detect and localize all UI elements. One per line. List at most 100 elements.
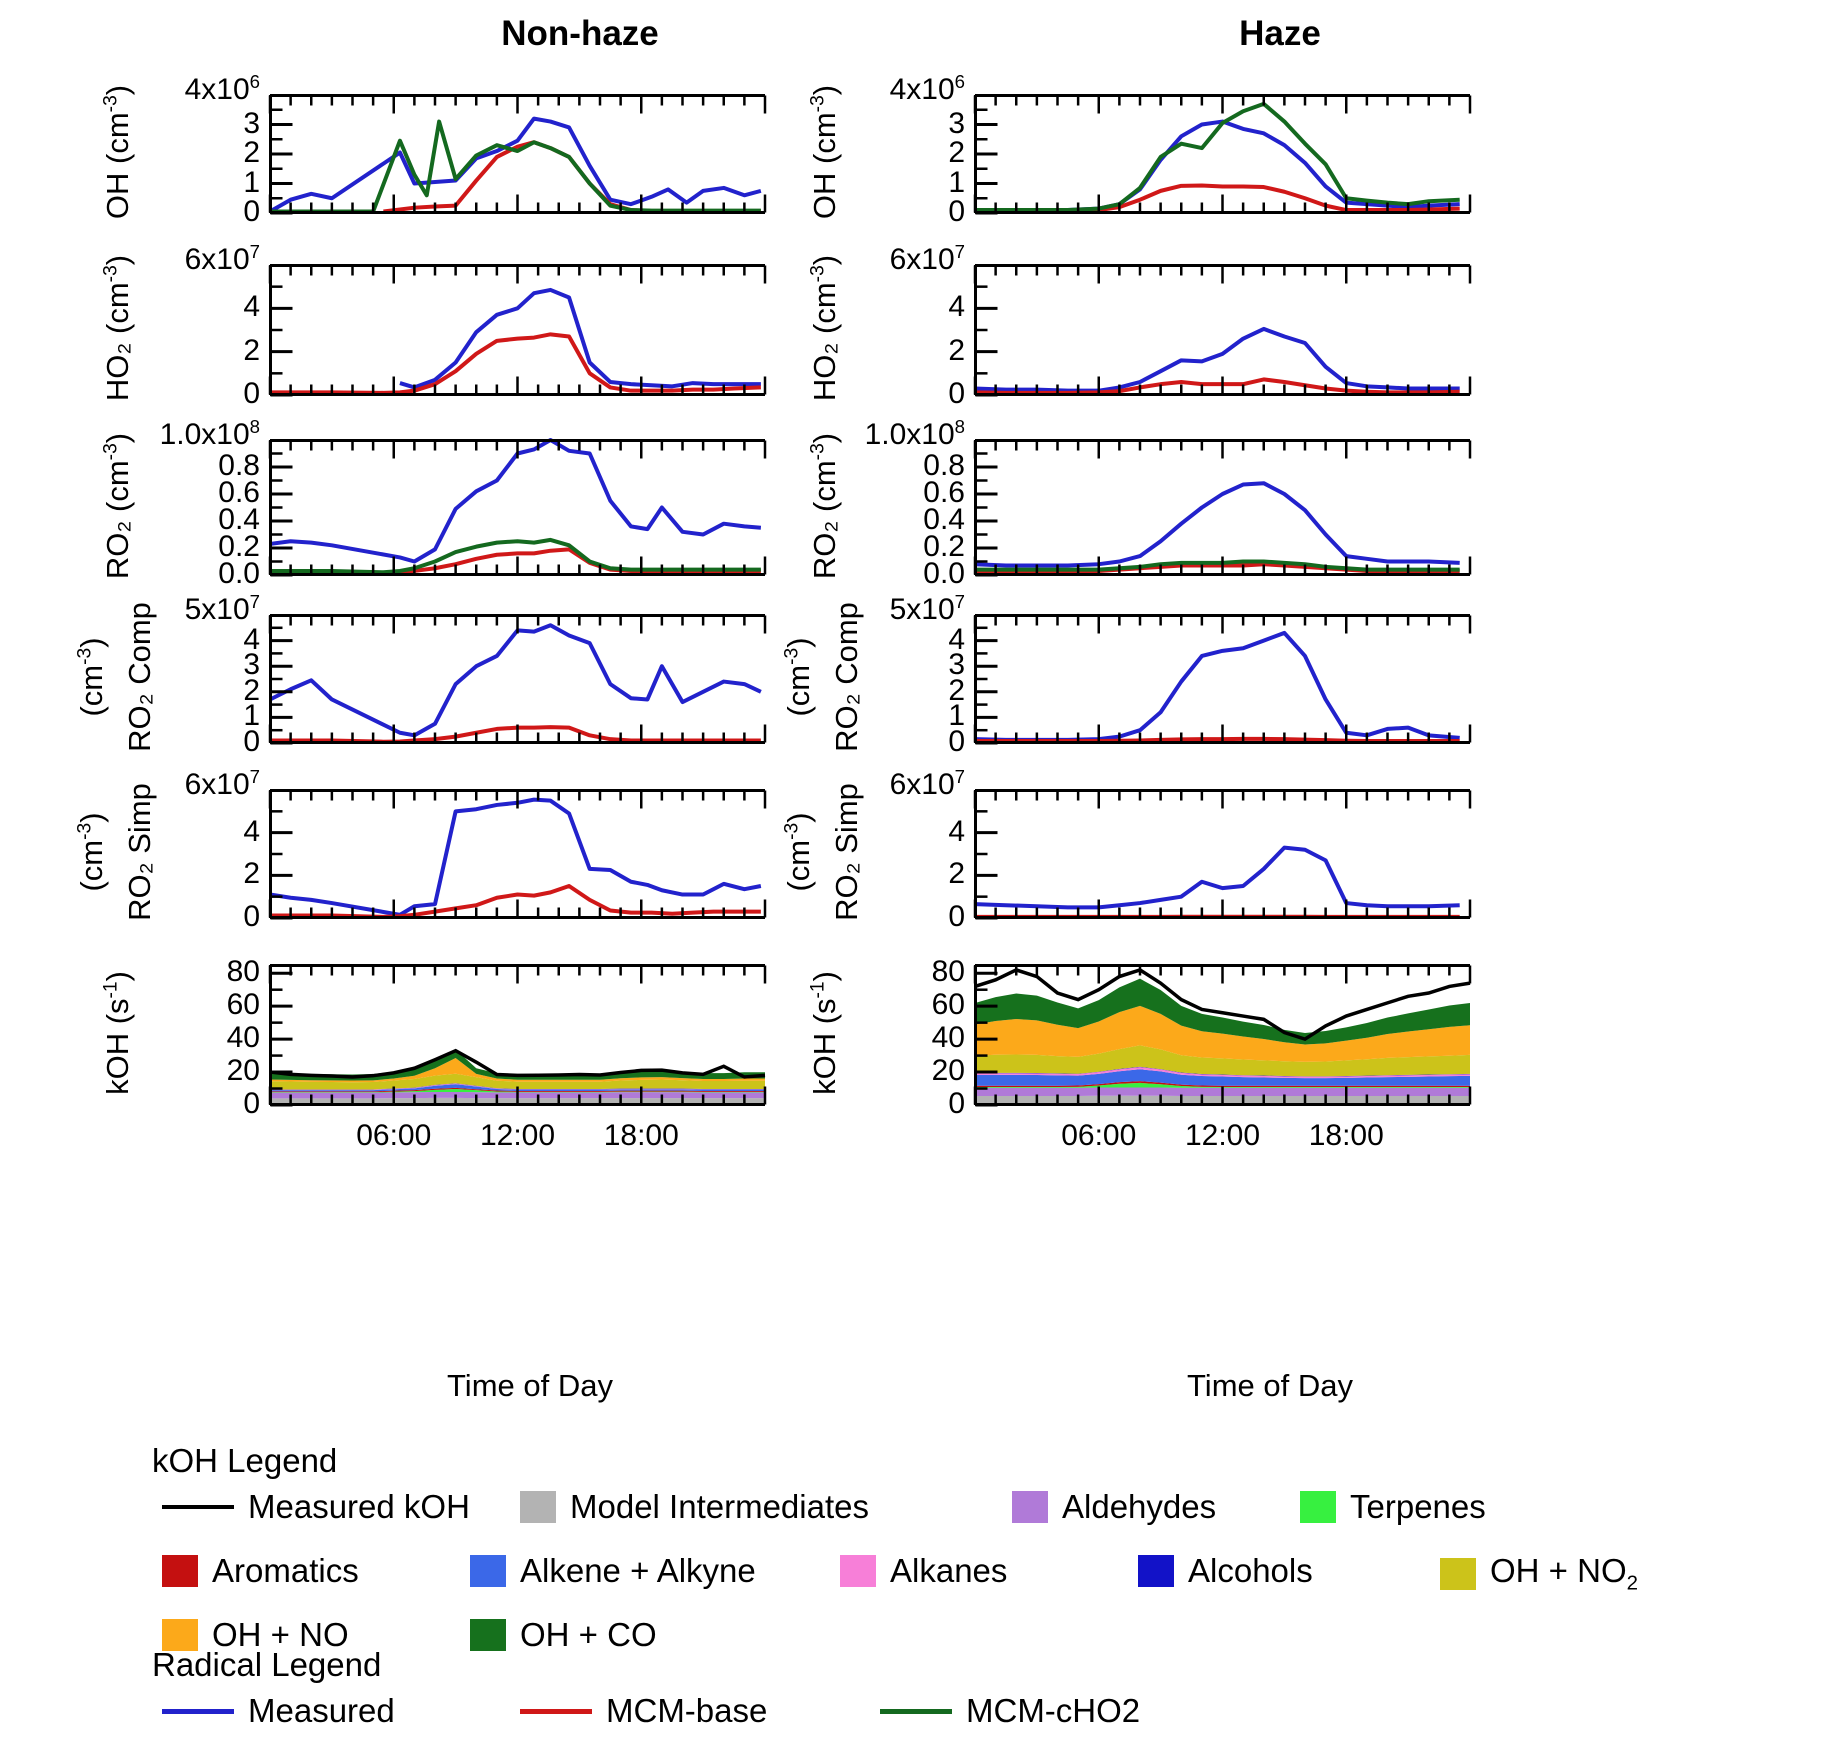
legend-item-label: Measured — [248, 1692, 395, 1729]
legend-item-aromatics[interactable]: Aromatics — [162, 1552, 359, 1590]
ytick-label: 0 — [243, 725, 260, 758]
ytick-label: 40 — [931, 1021, 965, 1055]
legend-item-label: OH + CO — [520, 1616, 657, 1653]
yaxis-exponent-ro2-haze: 1.0x108 — [864, 416, 965, 451]
measured-koh-line — [269, 1048, 766, 1079]
legend-item-model-intermediates[interactable]: Model Intermediates — [520, 1488, 869, 1526]
xtick-labels-haze: 06:00 12:00 18:00 — [975, 1119, 1470, 1159]
legend-item-measured-koh[interactable]: Measured kOH — [162, 1488, 470, 1526]
legend-color-swatch-alcohols — [1138, 1555, 1174, 1587]
legend-color-swatch-oh_co — [470, 1619, 506, 1651]
ytick-label: 0 — [948, 900, 965, 933]
xtick-labels-nonhaze: 06:00 12:00 18:00 — [270, 1119, 765, 1159]
ytick-label: 0 — [243, 1087, 260, 1120]
legend-item-alkene-alkyne[interactable]: Alkene + Alkyne — [470, 1552, 756, 1590]
yaxis-exponent-ro2comp-haze: 5x107 — [889, 591, 965, 626]
ytick-label: 2 — [948, 673, 965, 707]
legend-item-label: Measured kOH — [248, 1488, 470, 1525]
legend-item-label: Model Intermediates — [570, 1488, 869, 1525]
legend-item-label: Aromatics — [212, 1552, 359, 1589]
ytick-label: 0.8 — [923, 449, 965, 482]
radical-legend-title: Radical Legend — [152, 1646, 382, 1683]
xaxis-title-nonhaze: Time of Day — [447, 1368, 613, 1403]
legend-item-label: Alkanes — [890, 1552, 1008, 1589]
ytick-labels-koh-haze: 80 60 40 20 0 — [865, 957, 965, 1119]
yaxis-exponent-ho2-haze: 6x107 — [889, 241, 965, 276]
ytick-labels-ro2-haze: 0.8 0.6 0.4 0.2 0.0 — [865, 440, 965, 589]
xaxis-title-haze: Time of Day — [1187, 1368, 1353, 1403]
yaxis-exponent-ro2comp-nonhaze: 5x107 — [184, 591, 260, 626]
legend-item-alcohols[interactable]: Alcohols — [1138, 1552, 1313, 1590]
legend-item-terpenes[interactable]: Terpenes — [1300, 1488, 1486, 1526]
ytick-label: 0.2 — [923, 530, 965, 563]
ytick-label: 1 — [243, 699, 260, 733]
ytick-label: 0 — [243, 900, 260, 933]
ytick-label: 20 — [226, 1054, 260, 1088]
ytick-label: 80 — [931, 955, 965, 989]
legend-color-swatch-aldehydes — [1012, 1491, 1048, 1523]
legend-color-swatch-oh_no2 — [1440, 1557, 1476, 1590]
yaxis-title-koh-nonhaze: kOH (s-1) — [100, 971, 135, 1095]
legend-color-swatch-oh_no — [162, 1619, 198, 1651]
xtick-label: 18:00 — [603, 1119, 679, 1152]
area-layer-aromatics — [975, 1081, 1470, 1088]
ytick-label: 0 — [948, 1087, 965, 1120]
series-line-measured — [269, 438, 762, 564]
legend-item-oh-no[interactable]: OH + NO — [162, 1616, 349, 1654]
plot-panel-ro2-nonhaze — [268, 438, 767, 577]
ytick-label: 0.4 — [218, 503, 260, 536]
ytick-label: 20 — [931, 1054, 965, 1088]
ytick-label: 0.8 — [218, 449, 260, 482]
ytick-label: 0 — [948, 377, 965, 410]
legend-item-label: Alcohols — [1188, 1552, 1313, 1589]
ytick-label: 60 — [226, 988, 260, 1022]
ytick-label: 0.6 — [218, 476, 260, 509]
legend-line-swatch-mcm_base — [520, 1708, 592, 1714]
yaxis-exponent-ro2-nonhaze: 1.0x108 — [159, 416, 260, 451]
legend-item-mcm-base[interactable]: MCM-base — [520, 1692, 767, 1730]
area-layer-oh_no — [975, 1005, 1470, 1062]
ytick-label: 4 — [243, 622, 260, 656]
legend-line-swatch-measured_koh — [162, 1505, 234, 1509]
ytick-labels-ro2simp-nonhaze: 4 2 0 — [160, 790, 260, 931]
ytick-label: 0.4 — [923, 503, 965, 536]
legend-item-label: MCM-base — [606, 1692, 768, 1729]
legend-line-swatch-measured — [162, 1708, 234, 1714]
yaxis-exponent-oh-nonhaze: 4x106 — [184, 71, 260, 106]
plot-panel-oh-nonhaze — [268, 94, 767, 215]
legend-item-label: MCM-cHO2 — [966, 1692, 1141, 1729]
ytick-label: 2 — [243, 857, 260, 891]
ytick-label: 4 — [948, 290, 965, 324]
legend-item-measured[interactable]: Measured — [162, 1692, 395, 1730]
ytick-labels-ho2-nonhaze: 4 2 0 — [160, 265, 260, 409]
legend-item-oh-no2[interactable]: OH + NO2 — [1440, 1552, 1638, 1596]
area-layer-alkene_alkyne — [975, 1069, 1470, 1086]
series-line-measured — [269, 797, 762, 917]
legend-item-mcm-cho2[interactable]: MCM-cHO2 — [880, 1692, 1140, 1730]
ytick-label: 3 — [948, 106, 965, 140]
ytick-label: 2 — [948, 333, 965, 367]
ytick-label: 0.0 — [923, 557, 965, 590]
series-line-measured — [399, 287, 761, 390]
plot-panel-ro2-haze — [973, 439, 1472, 577]
series-line-mcm_cho2 — [270, 537, 761, 575]
plot-panel-koh-nonhaze — [268, 964, 767, 1107]
plot-panel-ro2simp-nonhaze — [268, 789, 767, 920]
legend-color-swatch-terpenes — [1300, 1491, 1336, 1523]
plot-panel-ro2simp-haze — [973, 789, 1472, 920]
legend-item-oh-co[interactable]: OH + CO — [470, 1616, 657, 1654]
ytick-label: 4 — [243, 290, 260, 324]
ytick-label: 4 — [948, 814, 965, 848]
ytick-label: 80 — [226, 955, 260, 989]
legend-item-aldehydes[interactable]: Aldehydes — [1012, 1488, 1216, 1526]
legend-line-swatch-mcm_cho2 — [880, 1708, 952, 1714]
ytick-label: 2 — [243, 136, 260, 169]
series-line-mcm_base — [975, 736, 1460, 743]
series-line-mcm_cho2 — [975, 101, 1460, 213]
legend-item-alkanes[interactable]: Alkanes — [840, 1552, 1007, 1590]
ytick-label: 2 — [948, 857, 965, 891]
series-line-measured — [974, 845, 1460, 910]
